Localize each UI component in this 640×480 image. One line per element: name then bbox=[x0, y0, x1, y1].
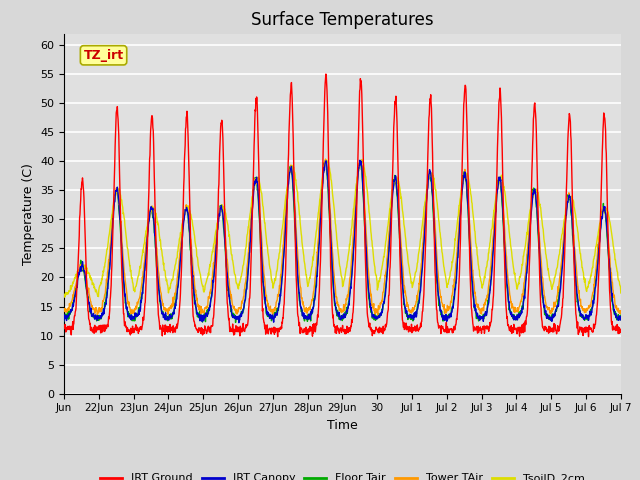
Y-axis label: Temperature (C): Temperature (C) bbox=[22, 163, 35, 264]
Legend: IRT Ground, IRT Canopy, Floor Tair, Tower TAir, TsoilD_2cm: IRT Ground, IRT Canopy, Floor Tair, Towe… bbox=[95, 469, 589, 480]
Title: Surface Temperatures: Surface Temperatures bbox=[251, 11, 434, 29]
X-axis label: Time: Time bbox=[327, 419, 358, 432]
Text: TZ_irt: TZ_irt bbox=[83, 49, 124, 62]
